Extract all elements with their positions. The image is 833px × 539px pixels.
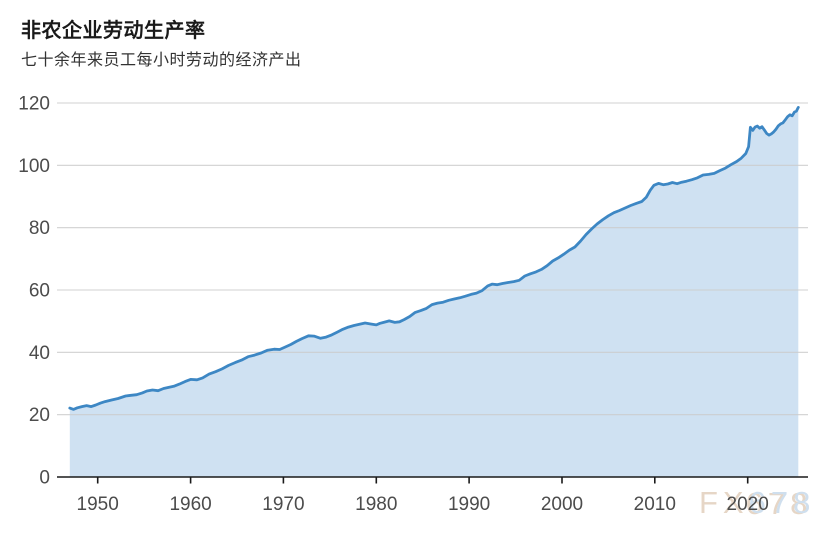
x-axis-labels: 1950 1960 1970 1980 1990 2000 2010 2020 <box>77 494 769 515</box>
watermark-678-part: 678 <box>748 485 816 520</box>
x-tick-label-1970: 1970 <box>262 494 304 515</box>
x-tick-label-2020: 2020 <box>727 494 769 515</box>
fx678-watermark: FX678 <box>699 487 815 518</box>
y-tick-label-40: 40 <box>29 343 50 364</box>
y-tick-label-120: 120 <box>18 94 50 115</box>
x-tick-label-1960: 1960 <box>169 494 211 515</box>
x-tick-label-1950: 1950 <box>77 494 119 515</box>
x-tick-label-2010: 2010 <box>634 494 676 515</box>
productivity-line-series <box>68 106 800 411</box>
y-tick-label-80: 80 <box>29 218 50 239</box>
y-axis-labels: 0 20 40 60 80 100 120 <box>18 94 50 489</box>
y-tick-label-60: 60 <box>29 281 50 302</box>
chart-subtitle: 七十余年来员工每小时劳动的经济产出 <box>21 52 302 69</box>
area-fill <box>69 107 799 478</box>
y-gridlines <box>57 102 808 416</box>
x-axis <box>57 476 808 484</box>
x-tick-label-1980: 1980 <box>355 494 397 515</box>
x-tick-label-1990: 1990 <box>448 494 490 515</box>
watermark-fx-part: FX <box>699 485 749 520</box>
y-tick-label-0: 0 <box>39 468 50 489</box>
chart-title: 非农企业劳动生产率 <box>21 20 206 42</box>
y-tick-label-100: 100 <box>18 156 50 177</box>
x-tick-label-2000: 2000 <box>541 494 583 515</box>
y-tick-label-20: 20 <box>29 405 50 426</box>
